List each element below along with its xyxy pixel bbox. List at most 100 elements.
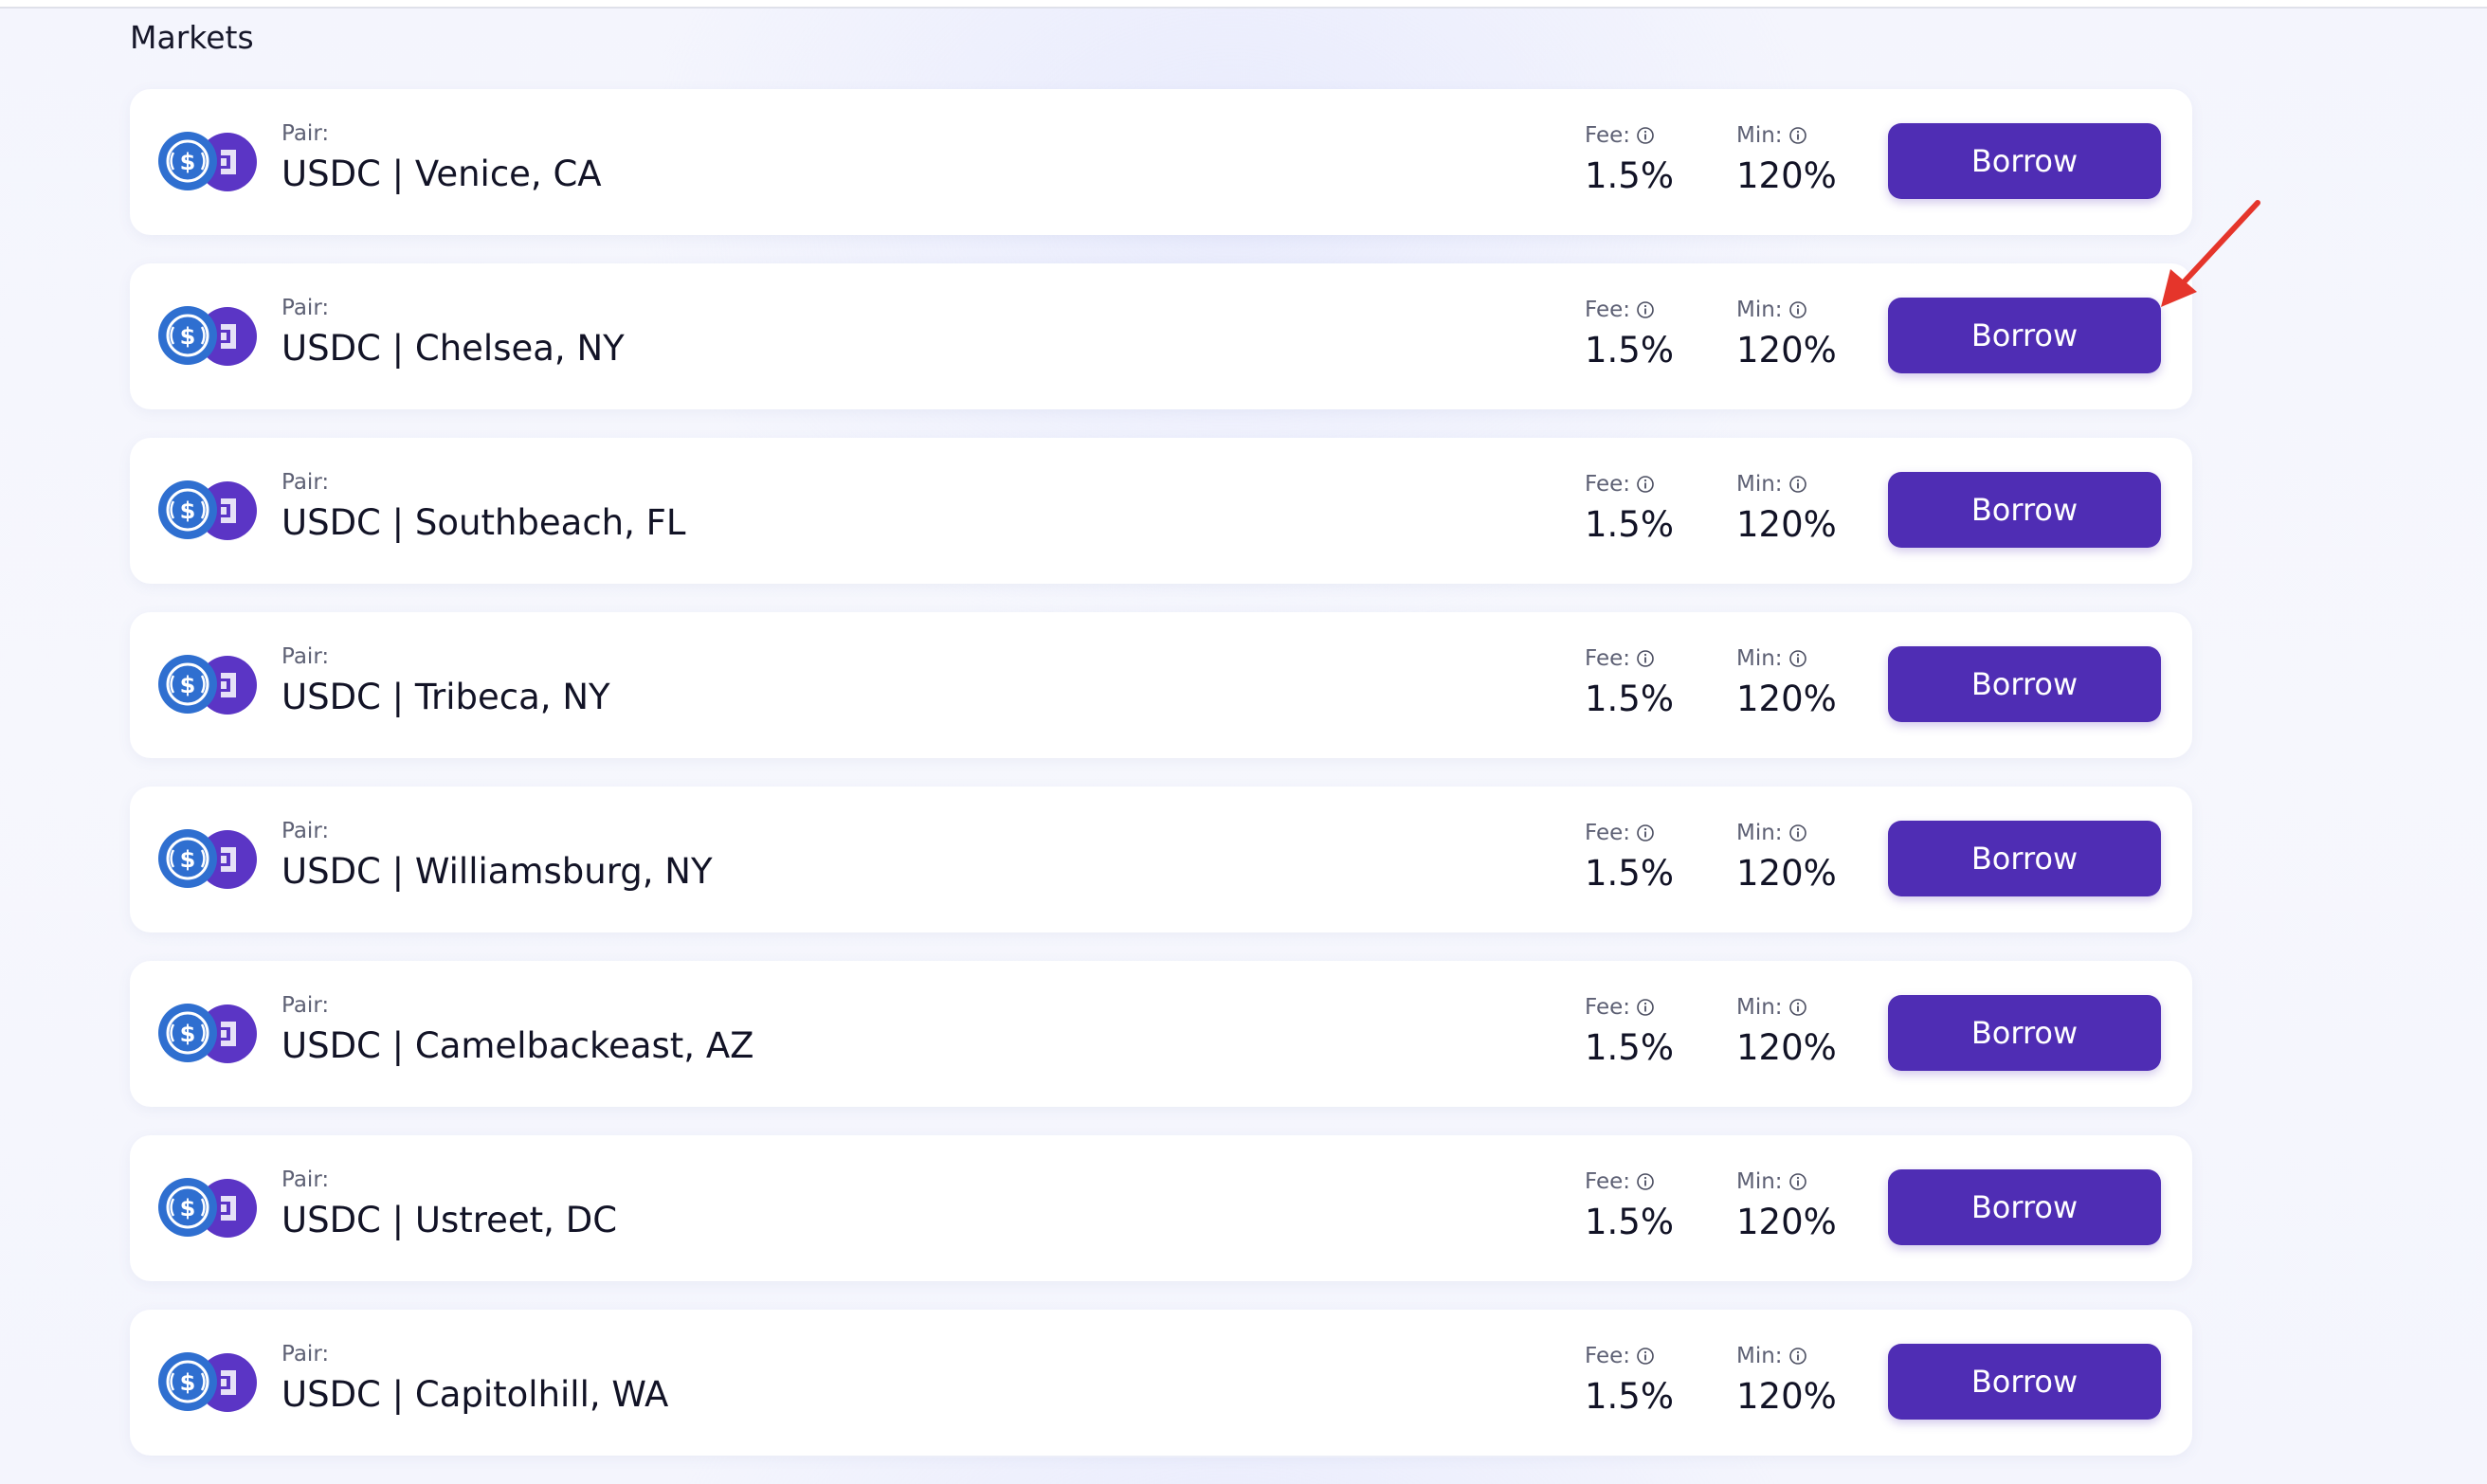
page-title: Markets xyxy=(130,19,254,56)
fee-stat: Fee: 1.5% xyxy=(1585,470,1674,545)
pair-caption: Pair: xyxy=(281,644,330,669)
market-row: $ Pair: USDC | Williamsburg, NY Fee: 1.5… xyxy=(130,787,2192,932)
pair-name: USDC | Southbeach, FL xyxy=(281,502,686,543)
min-value: 120% xyxy=(1736,1202,1837,1242)
svg-text:$: $ xyxy=(180,498,196,524)
min-label: Min: xyxy=(1736,1344,1783,1368)
fee-stat: Fee: 1.5% xyxy=(1585,1342,1674,1417)
info-icon[interactable] xyxy=(1788,998,1807,1017)
pair-caption: Pair: xyxy=(281,1342,330,1366)
usdc-coin-icon: $ xyxy=(158,1352,217,1411)
fee-label: Fee: xyxy=(1585,995,1631,1020)
fee-value: 1.5% xyxy=(1585,679,1674,719)
token-pair-icons: $ xyxy=(158,1178,257,1239)
fee-label: Fee: xyxy=(1585,123,1631,148)
svg-text:$: $ xyxy=(180,323,196,350)
usdc-coin-icon: $ xyxy=(158,1178,217,1237)
fee-value: 1.5% xyxy=(1585,1202,1674,1242)
market-row: $ Pair: USDC | Chelsea, NY Fee: 1.5% Min… xyxy=(130,263,2192,409)
min-label: Min: xyxy=(1736,1169,1783,1194)
borrow-button[interactable]: Borrow xyxy=(1888,472,2161,548)
pair-caption: Pair: xyxy=(281,296,330,320)
pair-caption: Pair: xyxy=(281,121,330,146)
fee-label: Fee: xyxy=(1585,1344,1631,1368)
min-stat: Min: 120% xyxy=(1736,1167,1837,1242)
info-icon[interactable] xyxy=(1788,300,1807,319)
fee-stat: Fee: 1.5% xyxy=(1585,121,1674,196)
min-value: 120% xyxy=(1736,1376,1837,1417)
svg-text:$: $ xyxy=(180,846,196,873)
min-label: Min: xyxy=(1736,646,1783,671)
info-icon[interactable] xyxy=(1788,475,1807,494)
info-icon[interactable] xyxy=(1788,1172,1807,1191)
fee-label: Fee: xyxy=(1585,1169,1631,1194)
min-value: 120% xyxy=(1736,679,1837,719)
info-icon[interactable] xyxy=(1636,649,1655,668)
market-list: $ Pair: USDC | Venice, CA Fee: 1.5% Min:… xyxy=(130,89,2192,1484)
fee-label: Fee: xyxy=(1585,472,1631,497)
borrow-button[interactable]: Borrow xyxy=(1888,646,2161,722)
pair-name: USDC | Tribeca, NY xyxy=(281,677,610,717)
market-row: $ Pair: USDC | Camelbackeast, AZ Fee: 1.… xyxy=(130,961,2192,1107)
borrow-button[interactable]: Borrow xyxy=(1888,123,2161,199)
pair-caption: Pair: xyxy=(281,993,330,1018)
usdc-coin-icon: $ xyxy=(158,829,217,888)
min-stat: Min: 120% xyxy=(1736,644,1837,719)
pair-name: USDC | Ustreet, DC xyxy=(281,1200,618,1240)
info-icon[interactable] xyxy=(1636,1172,1655,1191)
fee-value: 1.5% xyxy=(1585,504,1674,545)
token-pair-icons: $ xyxy=(158,132,257,192)
svg-text:$: $ xyxy=(180,1369,196,1396)
market-row: $ Pair: USDC | Capitolhill, WA Fee: 1.5%… xyxy=(130,1310,2192,1456)
market-row: $ Pair: USDC | Venice, CA Fee: 1.5% Min:… xyxy=(130,89,2192,235)
svg-text:$: $ xyxy=(180,1195,196,1222)
token-pair-icons: $ xyxy=(158,1352,257,1413)
info-icon[interactable] xyxy=(1636,475,1655,494)
market-row: $ Pair: USDC | Tribeca, NY Fee: 1.5% Min… xyxy=(130,612,2192,758)
min-label: Min: xyxy=(1736,298,1783,322)
pair-name: USDC | Capitolhill, WA xyxy=(281,1374,669,1415)
borrow-button[interactable]: Borrow xyxy=(1888,1344,2161,1420)
borrow-button[interactable]: Borrow xyxy=(1888,821,2161,896)
info-icon[interactable] xyxy=(1636,300,1655,319)
borrow-button[interactable]: Borrow xyxy=(1888,1169,2161,1245)
token-pair-icons: $ xyxy=(158,480,257,541)
min-stat: Min: 120% xyxy=(1736,993,1837,1068)
info-icon[interactable] xyxy=(1636,823,1655,842)
usdc-coin-icon: $ xyxy=(158,480,217,539)
borrow-button[interactable]: Borrow xyxy=(1888,298,2161,373)
info-icon[interactable] xyxy=(1788,649,1807,668)
fee-stat: Fee: 1.5% xyxy=(1585,1167,1674,1242)
min-stat: Min: 120% xyxy=(1736,1342,1837,1417)
info-icon[interactable] xyxy=(1636,1347,1655,1366)
usdc-coin-icon: $ xyxy=(158,132,217,190)
info-icon[interactable] xyxy=(1788,823,1807,842)
min-stat: Min: 120% xyxy=(1736,296,1837,371)
min-stat: Min: 120% xyxy=(1736,470,1837,545)
min-stat: Min: 120% xyxy=(1736,819,1837,894)
info-icon[interactable] xyxy=(1636,998,1655,1017)
info-icon[interactable] xyxy=(1788,1347,1807,1366)
pair-caption: Pair: xyxy=(281,1167,330,1192)
token-pair-icons: $ xyxy=(158,829,257,890)
pair-name: USDC | Chelsea, NY xyxy=(281,328,625,369)
usdc-coin-icon: $ xyxy=(158,655,217,714)
fee-value: 1.5% xyxy=(1585,1376,1674,1417)
pair-caption: Pair: xyxy=(281,470,330,495)
info-icon[interactable] xyxy=(1788,126,1807,145)
min-label: Min: xyxy=(1736,472,1783,497)
top-border xyxy=(0,0,2487,9)
min-value: 120% xyxy=(1736,1027,1837,1068)
fee-value: 1.5% xyxy=(1585,330,1674,371)
info-icon[interactable] xyxy=(1636,126,1655,145)
pair-name: USDC | Williamsburg, NY xyxy=(281,851,713,892)
fee-stat: Fee: 1.5% xyxy=(1585,993,1674,1068)
svg-text:$: $ xyxy=(180,672,196,698)
borrow-button[interactable]: Borrow xyxy=(1888,995,2161,1071)
min-stat: Min: 120% xyxy=(1736,121,1837,196)
min-label: Min: xyxy=(1736,995,1783,1020)
min-value: 120% xyxy=(1736,853,1837,894)
pair-caption: Pair: xyxy=(281,819,330,843)
fee-stat: Fee: 1.5% xyxy=(1585,819,1674,894)
min-value: 120% xyxy=(1736,504,1837,545)
